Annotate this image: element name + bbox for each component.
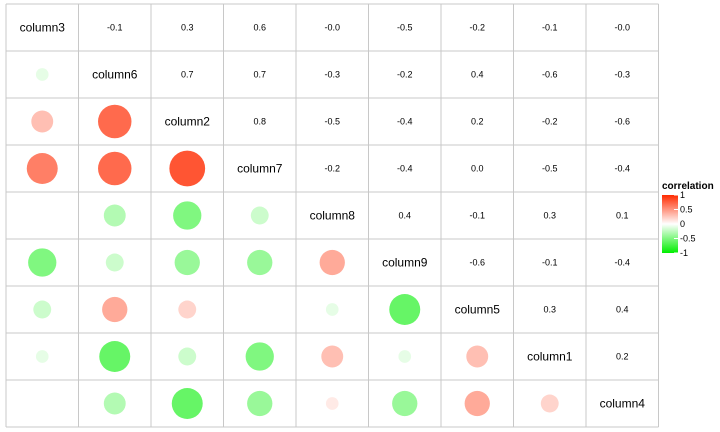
- correlation-value-label: 0.7: [181, 70, 194, 80]
- correlation-circle: [325, 397, 339, 410]
- legend-ticks: 1 0.5 0 -0.5 -1: [674, 190, 696, 258]
- correlation-circle: [250, 206, 269, 225]
- correlation-circle: [466, 345, 489, 368]
- correlation-circle: [171, 388, 203, 419]
- correlation-circle: [325, 303, 339, 316]
- chart-grid: [5, 3, 659, 428]
- variable-label-column2: column2: [165, 115, 211, 129]
- correlation-value-label: -0.4: [614, 164, 630, 174]
- variable-label-column7: column7: [237, 162, 283, 176]
- correlation-value-label: -0.6: [614, 117, 630, 127]
- correlation-circle: [245, 342, 274, 371]
- correlation-circle: [103, 204, 126, 227]
- correlation-circle: [319, 249, 345, 276]
- correlation-circle: [98, 151, 132, 186]
- correlation-circle: [389, 294, 421, 325]
- correlation-value-label: -0.1: [107, 23, 123, 33]
- legend-tick-label: 0.5: [680, 205, 693, 215]
- legend-tick-label: 0: [680, 219, 685, 229]
- correlation-value-label: 0.6: [253, 23, 266, 33]
- correlation-circle: [105, 253, 124, 272]
- legend-tick-label: -1: [680, 248, 688, 258]
- correlation-value-label: -0.4: [397, 164, 413, 174]
- correlation-value-label: 0.4: [398, 211, 411, 221]
- correlation-value-label: -0.6: [469, 258, 485, 268]
- correlation-value-label: 0.3: [181, 23, 194, 33]
- correlation-value-label: 0.4: [471, 70, 484, 80]
- correlation-value-label: -0.1: [542, 258, 558, 268]
- correlation-circle: [178, 347, 197, 366]
- variable-label-column6: column6: [92, 68, 138, 82]
- correlation-circle: [247, 249, 273, 276]
- correlation-circle: [31, 110, 54, 133]
- legend: correlation 1 0.5 0 -0.5 -1: [662, 181, 714, 258]
- correlation-value-label: -0.6: [542, 70, 558, 80]
- correlation-circle: [247, 390, 273, 417]
- variable-label-column3: column3: [20, 21, 66, 35]
- correlation-value-label: -0.4: [614, 258, 630, 268]
- correlation-value-label: -0.3: [324, 70, 340, 80]
- correlation-circle: [26, 153, 58, 184]
- correlation-value-label: 0.3: [543, 211, 556, 221]
- correlation-value-label: -0.5: [542, 164, 558, 174]
- legend-title: correlation: [662, 181, 714, 192]
- legend-tick-label: -0.5: [680, 234, 696, 244]
- correlation-circle: [464, 390, 490, 417]
- correlation-value-label: -0.2: [397, 70, 413, 80]
- correlation-circle: [169, 150, 206, 187]
- chart-cells: column3 -0.1 0.3 0.6 -0.0 -0.5 -0.2 -0.1 -0.0 col…: [20, 21, 646, 419]
- correlation-value-label: -0.4: [397, 117, 413, 127]
- correlation-circle: [35, 68, 49, 81]
- correlation-value-label: -0.5: [324, 117, 340, 127]
- correlation-value-label: -0.2: [469, 23, 485, 33]
- correlation-value-label: -0.0: [324, 23, 340, 33]
- variable-label-column8: column8: [310, 209, 356, 223]
- correlation-value-label: 0.4: [616, 305, 629, 315]
- correlation-circle: [28, 248, 57, 277]
- correlation-value-label: 0.1: [616, 211, 629, 221]
- correlation-circle: [98, 104, 132, 139]
- variable-label-column5: column5: [455, 303, 501, 317]
- correlation-circle: [392, 390, 418, 417]
- variable-label-column1: column1: [527, 350, 573, 364]
- correlation-value-label: -0.2: [324, 164, 340, 174]
- correlation-value-label: 0.0: [471, 164, 484, 174]
- correlation-circle: [321, 345, 344, 368]
- correlation-circle: [33, 300, 52, 319]
- correlation-circle: [173, 201, 202, 230]
- correlation-value-label: 0.3: [543, 305, 556, 315]
- correlation-value-label: -0.1: [469, 211, 485, 221]
- correlation-circle: [540, 394, 559, 413]
- correlation-circle: [103, 392, 126, 415]
- correlation-value-label: 0.7: [253, 70, 266, 80]
- correlation-value-label: -0.2: [542, 117, 558, 127]
- correlation-value-label: 0.2: [471, 117, 484, 127]
- correlation-value-label: 0.2: [616, 352, 629, 362]
- correlation-circle: [35, 350, 49, 363]
- correlation-value-label: 0.8: [253, 117, 266, 127]
- correlation-circle: [398, 350, 412, 363]
- variable-label-column9: column9: [382, 256, 428, 270]
- correlation-circle: [178, 300, 197, 319]
- correlation-value-label: -0.0: [614, 23, 630, 33]
- legend-tick-label: 1: [680, 190, 685, 200]
- correlation-circle: [174, 249, 200, 276]
- correlation-circle: [102, 296, 128, 323]
- correlation-value-label: -0.3: [614, 70, 630, 80]
- correlation-value-label: -0.5: [397, 23, 413, 33]
- variable-label-column4: column4: [600, 397, 646, 411]
- correlation-value-label: -0.1: [542, 23, 558, 33]
- correlation-circle: [99, 341, 131, 372]
